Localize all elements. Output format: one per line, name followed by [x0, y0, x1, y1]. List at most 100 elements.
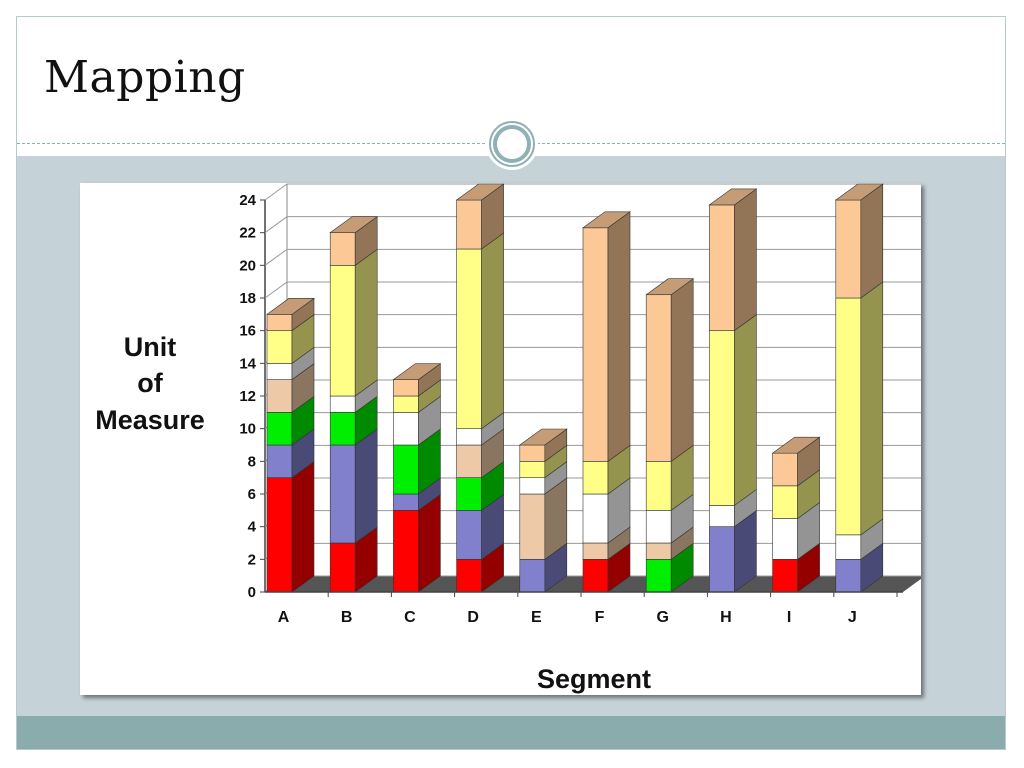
- x-tick-labels: A B C D E F G H I J: [265, 591, 903, 626]
- gridline: [264, 183, 921, 201]
- bar-segment-front: [329, 444, 356, 544]
- bar-stack-G: [645, 278, 695, 593]
- bar-segment-front: [709, 526, 735, 593]
- bar-segment-front: [266, 330, 293, 364]
- bar-segment-side: [354, 428, 378, 544]
- bar-segment-side: [481, 232, 504, 430]
- bar-stack-F: [582, 211, 631, 593]
- x-tick-label: I: [787, 609, 791, 626]
- x-tick-label: F: [595, 609, 605, 626]
- bar-segment-front: [709, 330, 735, 506]
- bar-top-face: [455, 183, 505, 201]
- bar-top-face: [518, 428, 568, 446]
- bar-segment-front: [519, 444, 546, 462]
- x-tick-label: H: [720, 609, 732, 626]
- bar-top-face: [266, 298, 315, 315]
- bar-segment-side: [670, 278, 694, 462]
- bar-segment-front: [582, 559, 609, 593]
- bar-segment-front: [645, 510, 672, 544]
- bar-segment-front: [329, 542, 356, 593]
- x-axis-title: Segment: [537, 664, 651, 694]
- y-tick-label: 14: [239, 355, 256, 372]
- bar-segment-front: [393, 493, 419, 511]
- bar-segment-front: [709, 204, 735, 331]
- bar-stack-E: [518, 428, 568, 593]
- bar-segment-front: [645, 461, 672, 511]
- bar-segment-front: [519, 493, 546, 560]
- bar-segment-front: [519, 477, 546, 495]
- bar-stack-D: [455, 183, 505, 593]
- bar-segment-front: [393, 412, 419, 446]
- x-tick-label: J: [848, 609, 857, 626]
- circle-ornament-icon: [486, 118, 538, 170]
- bars: [266, 183, 884, 593]
- bar-segment-side: [860, 183, 884, 299]
- bar-segment-side: [291, 461, 315, 593]
- y-tick-label: 18: [239, 290, 256, 307]
- y-tick-label: 0: [248, 584, 256, 601]
- bar-stack-H: [708, 188, 758, 593]
- bar-top-face: [329, 216, 379, 233]
- bar-segment-side: [734, 188, 757, 332]
- bar-top-face: [582, 211, 631, 229]
- y-tick-label: 22: [239, 225, 256, 242]
- bar-segment-side: [354, 248, 378, 397]
- bar-segment-side: [734, 314, 757, 507]
- bar-stack-A: [266, 297, 315, 593]
- y-axis-title-line-2: of: [137, 368, 163, 398]
- x-tick-label: B: [341, 609, 353, 626]
- bar-segment-front: [393, 379, 419, 397]
- bar-segment-front: [329, 265, 356, 397]
- y-tick-label: 8: [248, 453, 256, 470]
- bar-segment-front: [456, 428, 482, 446]
- x-tick-label: G: [656, 609, 668, 626]
- y-tick-label: 24: [239, 192, 256, 209]
- bar-segment-front: [835, 297, 862, 536]
- footer-bar: [17, 716, 1005, 749]
- slide-title: Mapping: [44, 52, 246, 103]
- bar-segment-front: [329, 412, 356, 446]
- bar-segment-front: [456, 510, 482, 560]
- y-axis-title-line-3: Measure: [95, 405, 205, 435]
- bar-segment-front: [835, 559, 862, 593]
- y-tick-label: 6: [248, 486, 256, 503]
- bar-segment-front: [266, 444, 293, 478]
- bar-top-face: [834, 183, 884, 201]
- bar-segment-front: [835, 534, 862, 560]
- bar-segment-front: [393, 510, 419, 593]
- bar-segment-front: [772, 452, 798, 487]
- y-tick-label: 2: [248, 551, 256, 568]
- bar-segment-front: [266, 363, 293, 380]
- bar-segment-front: [582, 461, 609, 495]
- bar-segment-front: [266, 314, 293, 331]
- bar-segment-front: [393, 395, 419, 413]
- bar-segment-front: [456, 199, 482, 250]
- x-tick-label: A: [278, 609, 290, 626]
- bar-segment-front: [456, 248, 482, 429]
- bar-segment-front: [266, 477, 293, 593]
- bar-segment-side: [607, 211, 631, 462]
- bar-top-face: [708, 188, 758, 206]
- bar-segment-side: [418, 493, 441, 593]
- bar-stack-B: [329, 216, 379, 593]
- bar-segment-front: [582, 227, 609, 462]
- x-tick-label: D: [467, 609, 479, 626]
- bar-segment-front: [582, 493, 609, 544]
- bar-stack-I: [771, 436, 821, 593]
- y-tick-label: 12: [239, 388, 256, 405]
- bar-segment-front: [519, 559, 546, 593]
- bar-segment-front: [645, 559, 672, 593]
- y-tick-label: 10: [239, 421, 256, 438]
- y-tick-label: 20: [239, 257, 256, 274]
- y-tick-label: 16: [239, 323, 256, 340]
- bar-segment-side: [860, 281, 884, 536]
- bar-segment-front: [456, 444, 482, 478]
- bar-segment-front: [772, 485, 798, 519]
- bar-segment-front: [266, 379, 293, 413]
- y-axis-title-line-1: Unit: [124, 332, 176, 362]
- bar-segment-front: [393, 444, 419, 495]
- bar-segment-front: [835, 199, 862, 299]
